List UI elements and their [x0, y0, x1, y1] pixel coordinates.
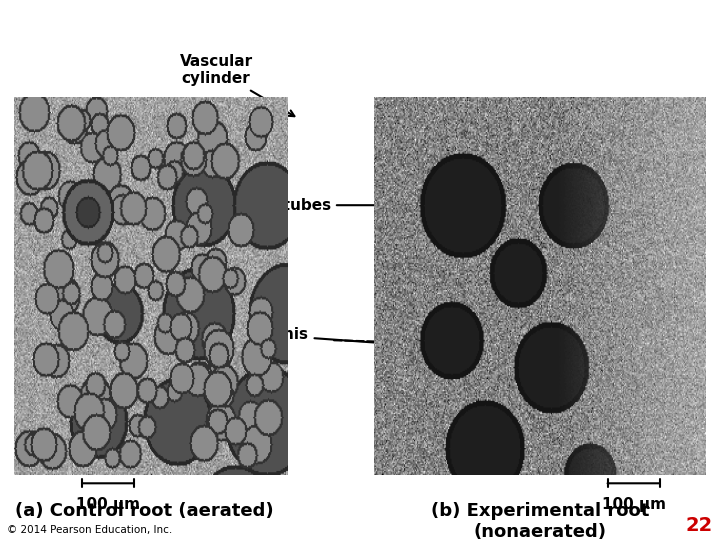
Text: 100 μm: 100 μm: [602, 497, 665, 512]
Text: Vascular
cylinder: Vascular cylinder: [179, 54, 294, 116]
Text: (b) Experimental root
(nonaerated): (b) Experimental root (nonaerated): [431, 502, 649, 540]
Text: Epidermis: Epidermis: [224, 327, 413, 348]
Text: 22: 22: [685, 516, 713, 535]
Text: Air tubes: Air tubes: [253, 198, 427, 213]
Text: © 2014 Pearson Education, Inc.: © 2014 Pearson Education, Inc.: [7, 524, 173, 535]
Text: 100 μm: 100 μm: [76, 497, 140, 512]
Text: (a) Control root (aerated): (a) Control root (aerated): [14, 502, 274, 520]
